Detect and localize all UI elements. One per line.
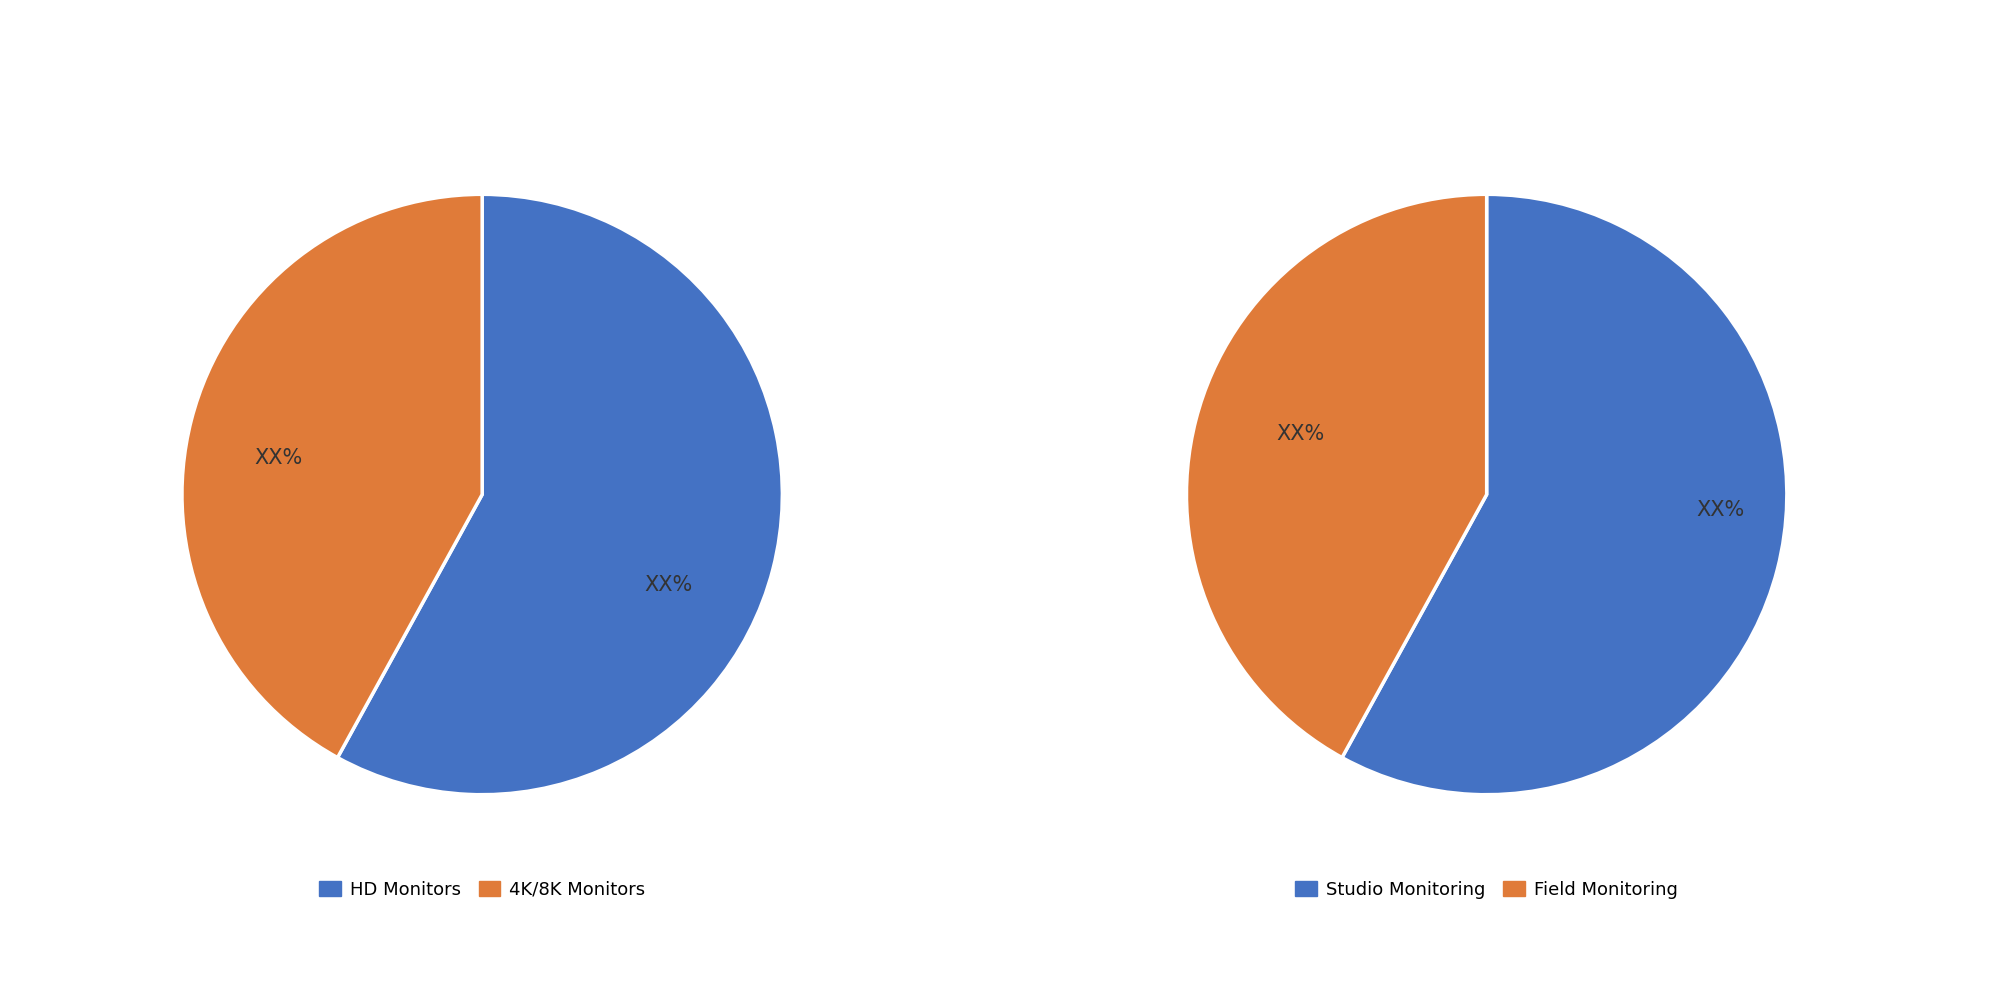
Wedge shape [183,194,482,757]
Legend: Studio Monitoring, Field Monitoring: Studio Monitoring, Field Monitoring [1288,874,1686,906]
Legend: HD Monitors, 4K/8K Monitors: HD Monitors, 4K/8K Monitors [311,874,653,906]
Wedge shape [1342,194,1786,794]
Text: XX%: XX% [1698,500,1746,520]
Text: Email: sales@theindustrystats.com: Email: sales@theindustrystats.com [840,951,1169,969]
Text: Fig. Global Broadcasting Monitor Market Share by Product Types & Application: Fig. Global Broadcasting Monitor Market … [36,41,1272,69]
Wedge shape [338,194,782,794]
Text: Source: Theindustrystats Analysis: Source: Theindustrystats Analysis [40,951,360,969]
Wedge shape [1187,194,1487,757]
Text: XX%: XX% [645,575,693,594]
Text: XX%: XX% [1276,424,1324,444]
Text: XX%: XX% [253,448,301,468]
Text: Website: www.theindustrystats.com: Website: www.theindustrystats.com [1627,951,1969,969]
